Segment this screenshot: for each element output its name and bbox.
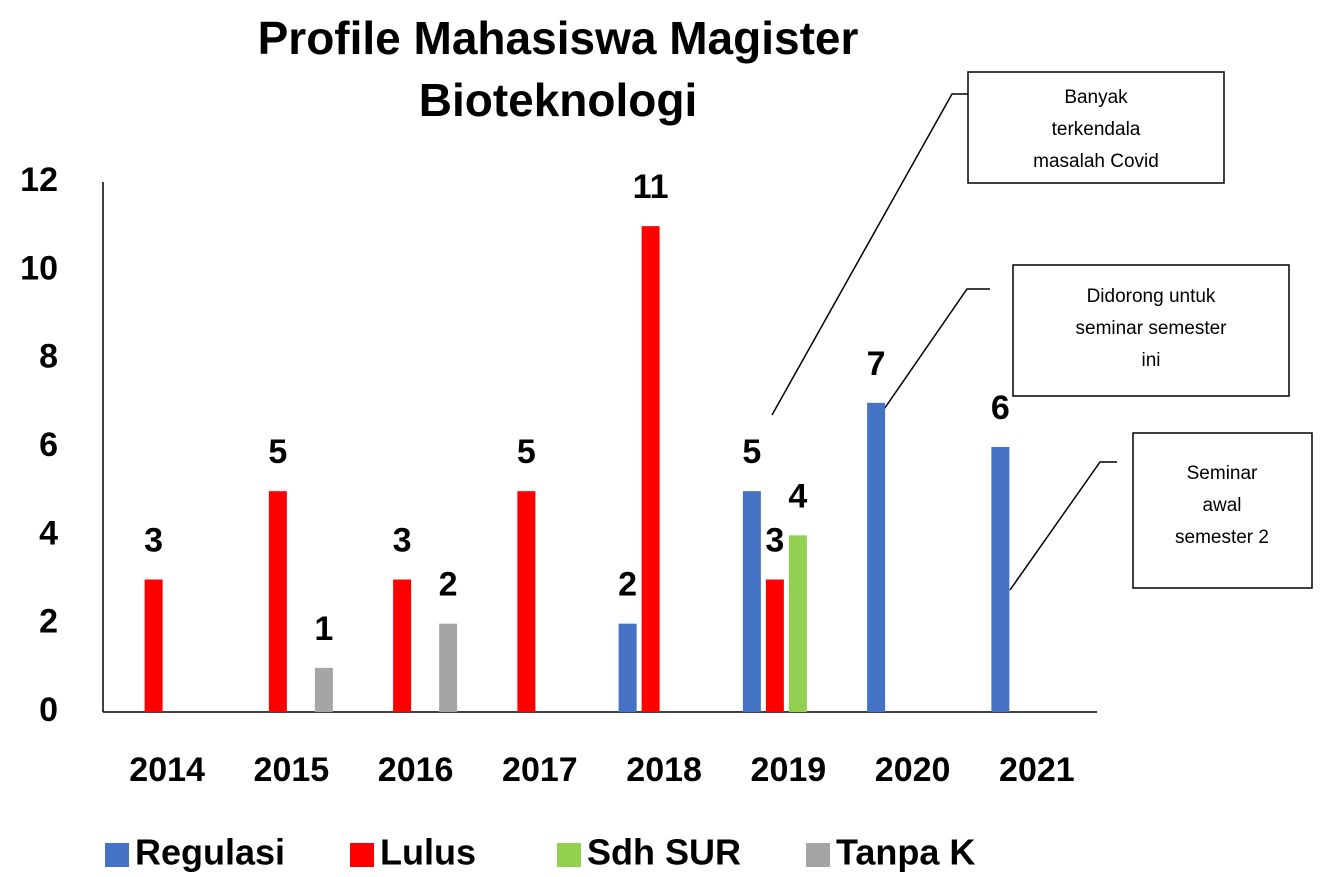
bar: [144, 579, 163, 712]
value-label: 1: [314, 610, 333, 648]
x-tick-label: 2017: [502, 751, 578, 789]
bar: [268, 491, 287, 712]
chart-title: Profile Mahasiswa Magister: [258, 12, 859, 64]
annotation: ini: [1141, 350, 1160, 371]
legend-swatch: [806, 843, 830, 867]
leader-line: [879, 288, 990, 416]
y-tick-label: 0: [39, 691, 58, 729]
annotation: terkendala: [1052, 119, 1141, 140]
callout-box: [1132, 432, 1313, 589]
legend-swatch: [350, 843, 374, 867]
y-tick-label: 6: [39, 426, 58, 464]
bar: [991, 447, 1010, 712]
legend-label: Regulasi: [135, 832, 285, 873]
value-label: 5: [268, 433, 287, 471]
y-tick-label: 8: [39, 338, 58, 376]
y-tick-label: 4: [39, 514, 58, 552]
legend-swatch: [105, 843, 129, 867]
annotation: semester 2: [1175, 527, 1269, 548]
annotation: Didorong untuk: [1087, 286, 1216, 307]
bar: [618, 623, 637, 712]
value-label: 6: [991, 389, 1010, 427]
annotation: seminar semester: [1076, 318, 1228, 339]
legend-label: Sdh SUR: [587, 832, 741, 873]
value-label: 11: [633, 168, 669, 206]
value-label: 2: [439, 566, 458, 604]
callout-box: [967, 71, 1225, 184]
bar: [439, 623, 458, 712]
bar: [765, 579, 784, 712]
x-tick-label: 2018: [626, 751, 702, 789]
annotation: Seminar: [1187, 463, 1258, 484]
y-tick-label: 12: [20, 161, 58, 199]
annotation: awal: [1202, 495, 1241, 516]
x-tick-label: 2020: [875, 751, 951, 789]
x-tick-label: 2015: [254, 751, 330, 789]
x-tick-label: 2021: [999, 751, 1075, 789]
chart-title: Bioteknologi: [419, 74, 698, 126]
bar: [742, 491, 761, 712]
value-label: 7: [867, 345, 886, 383]
x-tick-label: 2016: [378, 751, 454, 789]
callout-box: [1012, 264, 1290, 397]
value-label: 4: [788, 477, 807, 515]
x-tick-label: 2019: [751, 751, 827, 789]
annotation: Banyak: [1064, 87, 1128, 108]
bar: [517, 491, 536, 712]
leader-line: [1009, 461, 1117, 591]
value-label: 3: [144, 521, 163, 559]
bar: [788, 535, 807, 712]
bar: [641, 226, 660, 712]
annotation: masalah Covid: [1033, 151, 1159, 172]
legend-swatch: [557, 843, 581, 867]
bar: [314, 667, 333, 712]
value-label: 3: [393, 521, 412, 559]
bar: [393, 579, 412, 712]
legend-label: Tanpa K: [836, 832, 975, 873]
legend-label: Lulus: [380, 832, 476, 873]
value-label: 5: [742, 433, 761, 471]
value-label: 2: [618, 566, 637, 604]
value-label: 3: [765, 521, 784, 559]
leader-line: [771, 93, 968, 416]
y-tick-label: 10: [20, 249, 58, 287]
bar: [867, 402, 886, 712]
y-tick-label: 2: [39, 603, 58, 641]
x-tick-label: 2014: [129, 751, 205, 789]
value-label: 5: [517, 433, 536, 471]
